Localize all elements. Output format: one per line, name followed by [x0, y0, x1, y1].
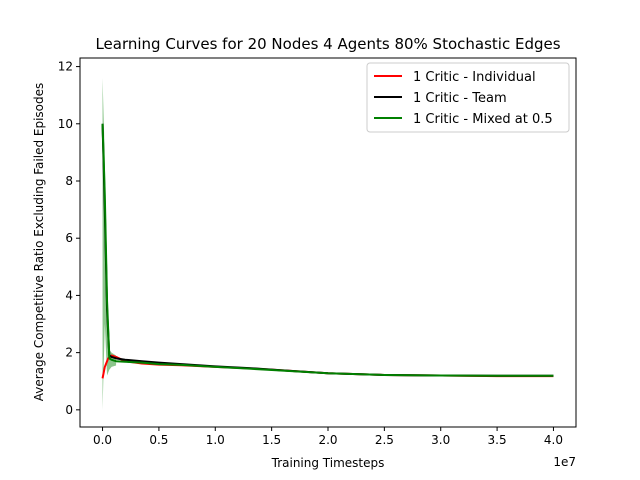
chart-title: Learning Curves for 20 Nodes 4 Agents 80…: [95, 35, 560, 53]
legend-box: [366, 62, 570, 133]
x-tick-label: 0.0: [93, 433, 112, 447]
y-axis-label: Average Competitive Ratio Excluding Fail…: [32, 83, 46, 402]
y-tick-label: 4: [65, 288, 73, 302]
y-tick-label: 2: [65, 346, 73, 360]
x-axis-offset-label: 1e7: [553, 455, 576, 469]
legend-label-2: 1 Critic - Team: [413, 91, 507, 106]
y-tick-label: 0: [65, 403, 73, 417]
x-tick-label: 3.0: [431, 433, 450, 447]
x-tick-label: 1.0: [206, 433, 225, 447]
x-tick-label: 0.5: [149, 433, 168, 447]
x-tick-label: 2.0: [318, 433, 337, 447]
x-tick-label: 1.5: [262, 433, 281, 447]
y-tick-label: 6: [65, 231, 73, 245]
plot-area: 0.0 0.5 1.0 1.5 2.0 2.5 3.0 3.5 4.0 0 2 4 6 8 10 12 1 Cr…: [58, 57, 577, 447]
x-tick-label: 4.0: [544, 433, 563, 447]
mixed-series-uncertainty-band: [102, 78, 117, 410]
x-axis-label: Training Timesteps: [271, 456, 385, 470]
y-tick-label: 12: [58, 60, 73, 74]
legend-label-1: 1 Critic - Individual: [413, 70, 536, 85]
series-line-3: [101, 123, 554, 377]
y-tick-label: 10: [58, 117, 73, 131]
y-tick-label: 8: [65, 174, 73, 188]
x-tick-label: 3.5: [488, 433, 507, 447]
x-tick-label: 2.5: [375, 433, 394, 447]
legend-label-3: 1 Critic - Mixed at 0.5: [413, 112, 553, 127]
